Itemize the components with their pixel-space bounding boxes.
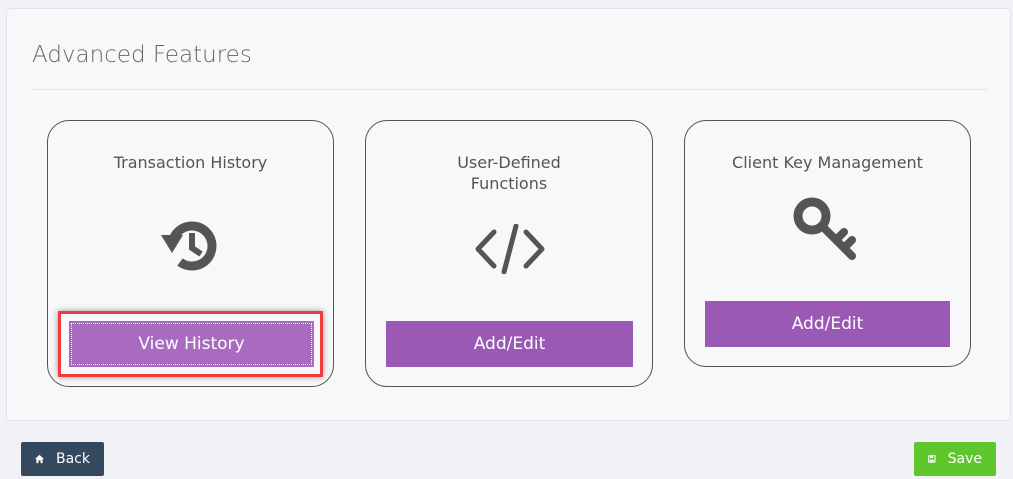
add-edit-keys-button[interactable]: Add/Edit [705, 301, 950, 347]
advanced-features-panel: Advanced Features Transaction History Vi… [6, 8, 1011, 421]
save-button[interactable]: Save [914, 442, 996, 476]
card-title: Transaction History [113, 153, 268, 172]
floppy-disk-icon [928, 455, 936, 463]
divider [32, 89, 988, 90]
focus-highlight [58, 311, 323, 377]
page-title: Advanced Features [32, 42, 252, 68]
back-button[interactable]: Back [21, 442, 104, 476]
card-title: User-Defined Functions [457, 153, 561, 193]
code-icon [475, 224, 545, 274]
card-title: Client Key Management [732, 153, 923, 172]
card-transaction-history: Transaction History View History [47, 120, 334, 387]
key-icon [793, 197, 856, 260]
view-history-button[interactable]: View History [69, 321, 314, 367]
card-client-key-management: Client Key Management Add/Edit [684, 120, 971, 367]
history-icon [161, 221, 217, 271]
home-icon [35, 454, 44, 464]
add-edit-functions-button[interactable]: Add/Edit [386, 321, 633, 367]
card-user-defined-functions: User-Defined Functions Add/Edit [365, 120, 653, 387]
